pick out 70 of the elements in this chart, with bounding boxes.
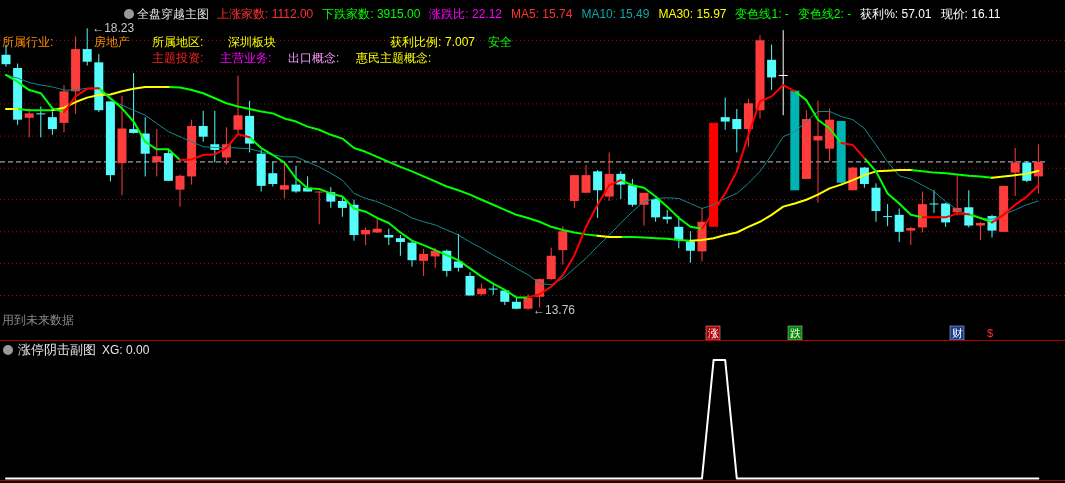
text: 变色线1: -: [735, 7, 789, 21]
text: 用到未来数据: [2, 313, 74, 327]
text: 下跌家数: 3915.00: [322, 7, 421, 21]
candlestick: [975, 221, 985, 241]
text: 变色线2: -: [797, 7, 852, 21]
candlestick: [47, 110, 57, 136]
chart-title: 全盘穿越主图: [137, 7, 209, 21]
annotation: 获利比例:: [390, 35, 442, 49]
candlestick: [419, 248, 429, 277]
candlestick: [395, 234, 405, 257]
candlestick: [558, 225, 568, 266]
text: MA30: 15.97: [658, 7, 727, 21]
candlestick: [36, 105, 46, 138]
chart-title: 涨停阴击副图: [18, 342, 96, 357]
candlestick: [453, 233, 463, 273]
candlestick: [906, 226, 916, 246]
candlestick: [929, 189, 939, 214]
candlestick: [152, 128, 162, 177]
candlestick: [337, 196, 347, 218]
annotation: 主营业务:: [220, 51, 272, 65]
annotation: 出口概念:: [288, 51, 340, 65]
text: MA5: 15.74: [511, 7, 573, 21]
candlestick: [314, 191, 324, 225]
candlestick: [407, 239, 417, 268]
annotation: 所属行业:: [2, 35, 54, 49]
candlestick: [268, 161, 278, 187]
annotation: ←18.23: [92, 21, 135, 36]
candlestick: [627, 178, 637, 208]
candlestick: [778, 29, 788, 116]
candlestick: [546, 247, 556, 281]
text: 跌: [789, 327, 801, 339]
candlestick: [732, 108, 742, 153]
candlestick: [291, 165, 301, 194]
text: MA10: 15.49: [581, 7, 650, 21]
annotation: 惠民主题概念:: [355, 51, 432, 65]
text: 财: [951, 327, 963, 339]
candlestick: [1010, 147, 1020, 197]
candlestick: [871, 182, 881, 223]
text: 获利%: 57.01: [860, 7, 932, 21]
candlestick: [685, 230, 695, 264]
candlestick: [279, 162, 289, 199]
candlestick: [175, 174, 185, 208]
candlestick: [767, 44, 777, 91]
candlestick: [24, 107, 34, 138]
annotation: 房地产: [94, 35, 130, 49]
candlestick: [129, 72, 139, 135]
annotation: ←13.76: [533, 303, 576, 317]
annotation: 深圳板块: [228, 35, 276, 49]
text: 涨跌比: 22.12: [429, 7, 503, 21]
candlestick: [593, 169, 603, 219]
candlestick: [883, 203, 893, 227]
text: 涨: [707, 327, 719, 339]
candlestick: [720, 97, 730, 131]
text: $: [986, 327, 994, 339]
candlestick: [813, 100, 823, 204]
candlestick: [233, 75, 243, 135]
candlestick: [917, 191, 927, 233]
candlestick: [465, 271, 475, 297]
annotation: 所属地区:: [152, 35, 204, 49]
annotation: 安全: [488, 35, 512, 49]
candlestick: [894, 208, 904, 243]
candlestick: [82, 27, 92, 66]
annotation: 主题投资:: [152, 51, 204, 65]
text: XG: 0.00: [102, 343, 150, 357]
candlestick: [581, 164, 591, 194]
text: 上涨家数: 1112.00: [217, 7, 314, 21]
text: 现价: 16.11: [940, 7, 1001, 21]
candlestick: [488, 284, 498, 296]
annotation: 7.007: [445, 35, 476, 49]
candlestick: [198, 110, 208, 143]
